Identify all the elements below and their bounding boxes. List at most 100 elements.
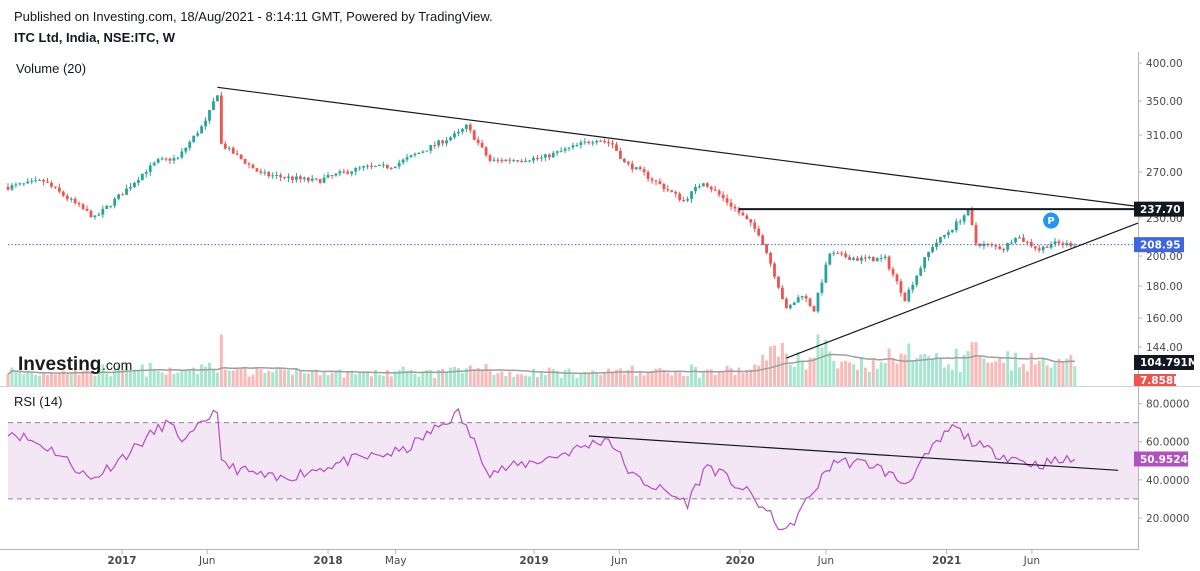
- candle-body: [247, 163, 251, 165]
- volume-bar: [81, 370, 85, 386]
- candle-body: [129, 187, 132, 189]
- candle-body: [227, 147, 231, 149]
- volume-bar: [611, 371, 615, 386]
- volume-bar: [49, 373, 53, 386]
- candle-body: [389, 167, 393, 169]
- candle-body: [986, 244, 990, 246]
- volume-bar: [22, 374, 26, 386]
- candle-body: [287, 176, 290, 179]
- candle-body: [156, 159, 160, 163]
- volume-bar: [275, 369, 279, 386]
- candle-body: [279, 175, 283, 178]
- volume-bar: [855, 370, 859, 386]
- volume-bar: [800, 362, 804, 386]
- candle-body: [160, 158, 164, 160]
- candle-body: [717, 190, 721, 195]
- time-tick-label: May: [385, 555, 407, 567]
- candle-body: [377, 164, 381, 166]
- candle-body: [397, 162, 401, 167]
- price-candles: [6, 91, 1077, 314]
- volume-bar: [630, 365, 634, 386]
- volume-bar: [848, 362, 852, 386]
- time-tick-label: Jun: [610, 555, 627, 567]
- candle-body: [694, 186, 697, 192]
- volume-bar: [192, 367, 196, 386]
- volume-bar: [618, 368, 622, 386]
- candle-body: [611, 143, 614, 145]
- volume-bar: [812, 357, 816, 386]
- volume-bar: [654, 368, 658, 386]
- candle-body: [508, 159, 512, 161]
- candle-body: [966, 208, 970, 216]
- volume-bar: [1073, 366, 1077, 386]
- candle-body: [334, 173, 338, 176]
- volume-bar: [464, 368, 468, 386]
- volume-bar: [745, 369, 749, 386]
- candle-body: [551, 152, 555, 158]
- candle-body: [14, 184, 18, 186]
- candle-body: [804, 296, 808, 299]
- candle-body: [275, 175, 279, 177]
- candle-body: [1061, 243, 1065, 245]
- volume-bar: [946, 364, 950, 386]
- volume-bar: [369, 376, 373, 386]
- volume-bar: [962, 354, 966, 386]
- candle-body: [962, 215, 966, 222]
- volume-bar: [1002, 362, 1006, 386]
- price-tick-label: 350.00: [1146, 96, 1183, 108]
- candle-body: [164, 158, 168, 160]
- candle-body: [638, 167, 642, 170]
- candle-body: [824, 264, 828, 283]
- candle-body: [860, 257, 863, 261]
- level-price-label: 237.70: [1140, 204, 1181, 216]
- volume-bar: [709, 369, 713, 386]
- candle-body: [820, 282, 824, 293]
- candle-body: [85, 208, 89, 211]
- marker-p[interactable]: P: [1043, 212, 1060, 229]
- volume-bar: [666, 372, 670, 386]
- candle-body: [437, 140, 441, 146]
- volume-bar: [1045, 365, 1049, 386]
- candle-body: [235, 153, 239, 155]
- volume-bar: [405, 370, 409, 386]
- volume-bar: [863, 367, 867, 386]
- volume-bar: [559, 377, 563, 386]
- volume-bar: [326, 375, 330, 386]
- candle-body: [338, 171, 342, 174]
- volume-bar: [445, 372, 449, 386]
- candle-body: [216, 95, 219, 102]
- candle-body: [117, 194, 121, 199]
- candle-body: [883, 256, 887, 258]
- candle-body: [678, 193, 682, 200]
- volume-bar: [729, 368, 733, 386]
- candle-body: [875, 258, 879, 262]
- volume-bar: [235, 369, 239, 386]
- candle-body: [346, 171, 350, 174]
- candle-body: [946, 232, 950, 236]
- volume-bar: [852, 364, 856, 386]
- candle-body: [326, 175, 330, 178]
- volume-pane-label: Volume (20): [16, 61, 86, 76]
- candle-body: [196, 133, 200, 136]
- volume-bar: [804, 369, 808, 386]
- candle-body: [441, 140, 445, 144]
- candle-body: [358, 167, 362, 169]
- volume-bar: [591, 370, 595, 386]
- candle-body: [879, 257, 883, 259]
- candle-body: [93, 215, 97, 218]
- volume-bar: [239, 368, 243, 386]
- candle-body: [204, 120, 207, 127]
- candle-body: [630, 163, 634, 170]
- volume-bar: [717, 370, 721, 386]
- candle-body: [105, 205, 109, 209]
- price-tick-label: 144.00: [1146, 342, 1183, 354]
- candle-body: [856, 258, 859, 261]
- candle-body: [958, 221, 962, 223]
- volume-bar: [737, 367, 741, 386]
- candle-body: [500, 159, 504, 162]
- price-trendlines: [217, 86, 1139, 359]
- candle-body: [176, 157, 180, 159]
- volume-bar: [508, 371, 512, 386]
- volume-bar: [899, 353, 903, 386]
